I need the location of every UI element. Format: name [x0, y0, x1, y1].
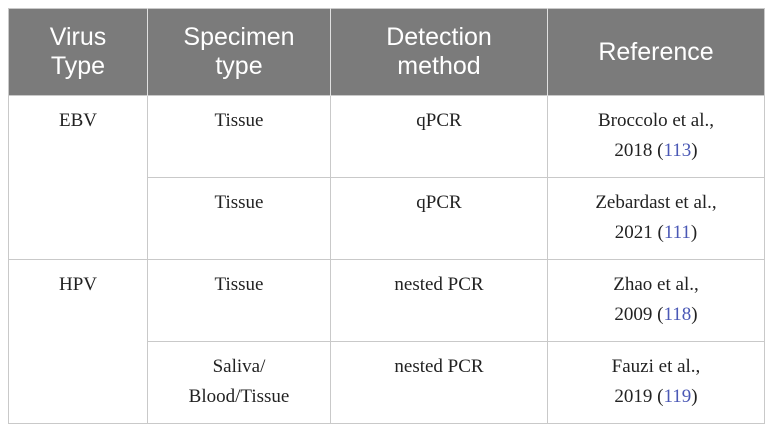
- specimen-cell: Tissue: [147, 259, 331, 342]
- reference-year: 2021: [614, 222, 653, 243]
- reference-cell: Fauzi et al., 2019 (119): [547, 341, 765, 424]
- reference-year: 2019: [614, 386, 653, 407]
- method-cell: nested PCR: [330, 341, 548, 424]
- reference-cell: Zebardast et al., 2021 (111): [547, 177, 765, 260]
- virus-detection-table: Virus Type Specimen type Detection metho…: [8, 8, 765, 424]
- reference-year-line: 2009 (118): [614, 304, 698, 325]
- header-virus-type-line-1: Virus: [49, 23, 107, 51]
- virus-cell: EBV: [8, 95, 148, 260]
- specimen-line: Tissue: [214, 274, 264, 295]
- reference-cell: Zhao et al., 2009 (118): [547, 259, 765, 342]
- specimen-line: Blood/Tissue: [188, 386, 290, 407]
- specimen-line: Saliva/: [212, 356, 266, 377]
- header-detection-method-line-1: Detection: [386, 23, 492, 51]
- header-virus-type-line-2: Type: [50, 52, 106, 80]
- header-reference-line-1: Reference: [598, 37, 714, 66]
- header-specimen-type: Specimen type: [147, 8, 331, 96]
- header-detection-method: Detection method: [330, 8, 548, 96]
- reference-authors: Zhao et al.,: [613, 274, 699, 295]
- reference-year: 2009: [614, 304, 653, 325]
- specimen-cell: Tissue: [147, 95, 331, 178]
- reference-year: 2018: [614, 140, 653, 161]
- reference-authors: Fauzi et al.,: [611, 356, 701, 377]
- table-row: Tissue qPCR Zebardast et al., 2021 (111): [9, 177, 765, 260]
- reference-link[interactable]: 118: [663, 304, 692, 325]
- header-row: Virus Type Specimen type Detection metho…: [8, 8, 765, 96]
- specimen-cell: Saliva/ Blood/Tissue: [147, 341, 331, 424]
- header-specimen-type-line-1: Specimen: [183, 23, 295, 51]
- table-row: HPV Tissue nested PCR Zhao et al., 2009 …: [8, 259, 765, 424]
- specimen-line: Tissue: [214, 192, 264, 213]
- reference-year-line: 2021 (111): [614, 222, 698, 243]
- table-row: Saliva/ Blood/Tissue nested PCR Fauzi et…: [9, 341, 765, 424]
- reference-link[interactable]: 111: [663, 222, 691, 243]
- specimen-cell: Tissue: [147, 177, 331, 260]
- virus-cell: HPV: [8, 259, 148, 424]
- reference-year-line: 2018 (113): [614, 140, 698, 161]
- specimen-line: Tissue: [214, 110, 264, 131]
- table-row: EBV Tissue qPCR Broccolo et al., 2018 (1…: [8, 95, 765, 260]
- method-cell: nested PCR: [330, 259, 548, 342]
- method-cell: qPCR: [330, 95, 548, 178]
- header-specimen-type-line-2: type: [215, 52, 263, 80]
- header-virus-type: Virus Type: [8, 8, 148, 96]
- header-reference: Reference: [547, 8, 765, 96]
- reference-link[interactable]: 119: [663, 386, 692, 407]
- reference-authors: Broccolo et al.,: [597, 110, 715, 131]
- method-cell: qPCR: [330, 177, 548, 260]
- reference-link[interactable]: 113: [663, 140, 692, 161]
- reference-cell: Broccolo et al., 2018 (113): [547, 95, 765, 178]
- header-detection-method-line-2: method: [397, 52, 481, 80]
- reference-authors: Zebardast et al.,: [595, 192, 717, 213]
- reference-year-line: 2019 (119): [614, 386, 698, 407]
